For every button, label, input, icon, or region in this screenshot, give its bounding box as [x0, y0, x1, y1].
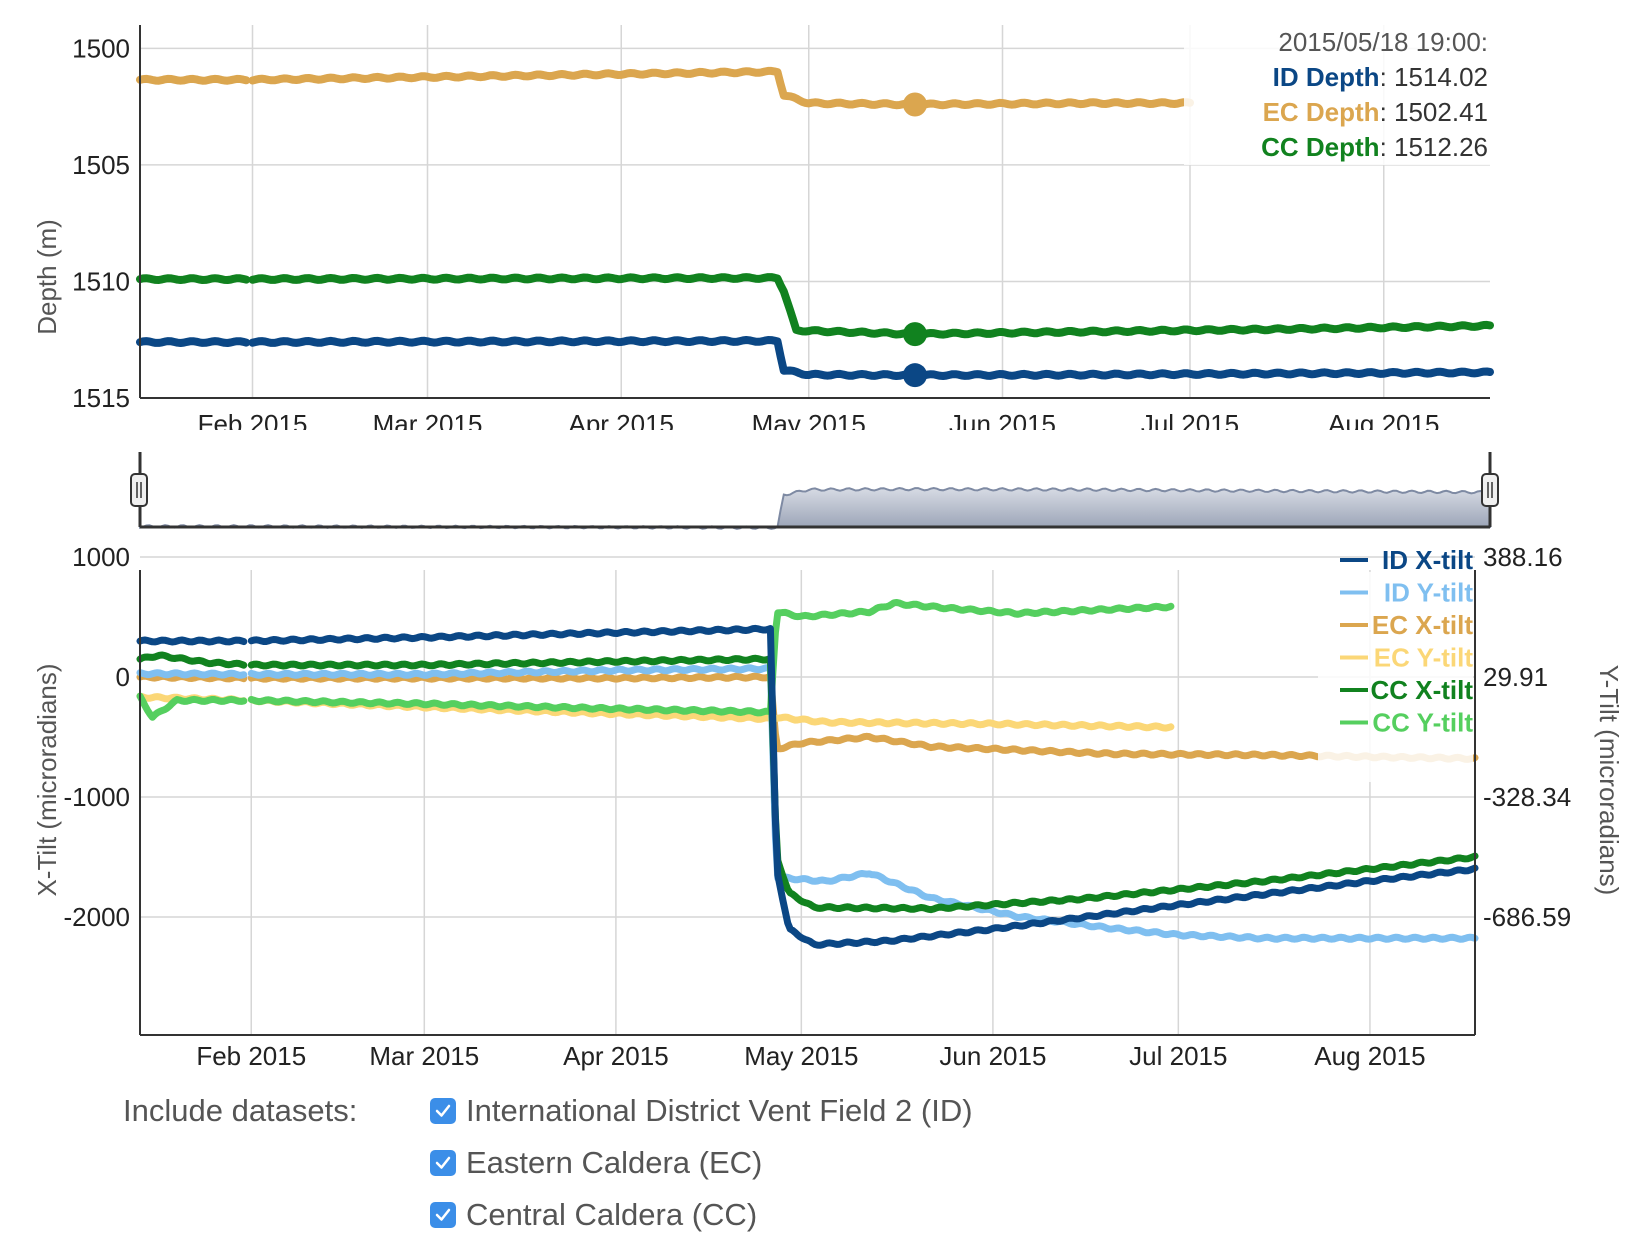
depth-x-tick-label: Aug 2015	[1328, 409, 1439, 430]
tilt-x-tick-label: Aug 2015	[1314, 1041, 1425, 1071]
dataset-option-id[interactable]: International District Vent Field 2 (ID)	[430, 1093, 973, 1129]
tilt-x-tick-label: Jul 2015	[1129, 1041, 1227, 1071]
depth-x-tick-label: Apr 2015	[568, 409, 674, 430]
dataset-label-id: International District Vent Field 2 (ID)	[466, 1093, 973, 1128]
depth-x-tick-label: Jul 2015	[1141, 409, 1239, 430]
depth-x-tick-label: May 2015	[752, 409, 866, 430]
tilt-x-tick-label: Apr 2015	[563, 1041, 669, 1071]
tilt-series-cc-x-tilt	[136, 651, 1479, 914]
legend-label: CC X-tilt	[1370, 675, 1473, 705]
depth-series-cc-depth	[136, 273, 1494, 339]
tilt-left-tick-label: 1000	[72, 542, 130, 572]
tilt-chart[interactable]: 1000 0 -1000 -2000 388.16 29.91 -328.34 -686.5…	[0, 540, 1638, 1085]
tooltip-date: 2015/05/18 19:00:	[1278, 27, 1488, 57]
tooltip-cc-value: : 1512.26	[1380, 132, 1488, 162]
tilt-left-axis-title: X-Tilt (microradians)	[32, 663, 62, 896]
depth-y-tick-label: 1505	[72, 150, 130, 180]
legend-label: ID Y-tilt	[1384, 578, 1473, 608]
tilt-x-tick-label: Mar 2015	[369, 1041, 479, 1071]
navigator-left-handle[interactable]	[130, 473, 148, 507]
tilt-right-axis-title: Y-Tilt (microradians)	[1594, 665, 1624, 896]
tilt-right-tick-label: -686.59	[1483, 902, 1571, 932]
dataset-option-ec[interactable]: Eastern Caldera (EC)	[430, 1145, 762, 1181]
legend-label: ID X-tilt	[1382, 545, 1473, 575]
dataset-label-cc: Central Caldera (CC)	[466, 1197, 758, 1232]
tooltip-ec-row: EC Depth: 1502.41	[1263, 97, 1488, 127]
tilt-series-id-y-tilt	[136, 664, 1479, 943]
tilt-left-tick-label: -2000	[64, 902, 131, 932]
depth-y-tick-label: 1500	[72, 33, 130, 63]
hover-marker-ec	[903, 92, 927, 117]
depth-x-tick-label: Feb 2015	[198, 409, 308, 430]
legend-label: EC X-tilt	[1372, 610, 1473, 640]
depth-series-id-depth	[136, 336, 1494, 380]
dataset-label-ec: Eastern Caldera (EC)	[466, 1145, 763, 1180]
tilt-right-tick-label: 388.16	[1483, 542, 1563, 572]
checkbox-ec[interactable]	[430, 1150, 456, 1176]
tilt-x-tick-label: Feb 2015	[196, 1041, 306, 1071]
tooltip-ec-value: : 1502.41	[1380, 97, 1488, 127]
tooltip-id-name: ID Depth	[1273, 62, 1380, 92]
tilt-series-cc-y-tilt	[136, 599, 1175, 721]
tooltip-ec-name: EC Depth	[1263, 97, 1380, 127]
tooltip-id-value: : 1514.02	[1380, 62, 1488, 92]
legend-label: CC Y-tilt	[1372, 708, 1473, 738]
tilt-series-ec-x-tilt	[136, 672, 1479, 763]
navigator-area	[139, 486, 1491, 530]
navigator-right-handle[interactable]	[1481, 473, 1499, 507]
legend-item-ec-x-tilt[interactable]: EC X-tilt	[1340, 610, 1473, 640]
legend-item-cc-y-tilt[interactable]: CC Y-tilt	[1340, 708, 1473, 738]
depth-x-tick-label: Mar 2015	[373, 409, 483, 430]
dataset-option-cc[interactable]: Central Caldera (CC)	[430, 1197, 757, 1233]
tilt-right-tick-label: -328.34	[1483, 782, 1571, 812]
datasets-title: Include datasets:	[123, 1093, 358, 1128]
checkmark-icon	[435, 1156, 451, 1169]
legend-label: EC Y-tilt	[1374, 643, 1474, 673]
tilt-right-tick-label: 29.91	[1483, 662, 1548, 692]
tooltip-id-row: ID Depth: 1514.02	[1273, 62, 1488, 92]
dataset-selector: Include datasets: International District…	[0, 1085, 1638, 1250]
tooltip-cc-name: CC Depth	[1261, 132, 1379, 162]
legend-item-id-y-tilt[interactable]: ID Y-tilt	[1340, 578, 1473, 608]
tilt-left-tick-label: 0	[116, 662, 130, 692]
legend-item-id-x-tilt[interactable]: ID X-tilt	[1340, 545, 1473, 575]
tilt-series-id-x-tilt	[136, 624, 1479, 949]
checkmark-icon	[435, 1208, 451, 1221]
legend-item-cc-x-tilt[interactable]: CC X-tilt	[1340, 675, 1473, 705]
tilt-left-tick-label: -1000	[64, 782, 131, 812]
checkbox-id[interactable]	[430, 1098, 456, 1124]
depth-x-tick-label: Jun 2015	[949, 409, 1056, 430]
tilt-x-tick-label: May 2015	[744, 1041, 858, 1071]
tooltip-cc-row: CC Depth: 1512.26	[1261, 132, 1488, 162]
hover-marker-cc	[903, 322, 927, 347]
legend-item-ec-y-tilt[interactable]: EC Y-tilt	[1340, 643, 1473, 673]
checkmark-icon	[435, 1104, 451, 1117]
hover-marker-id	[903, 363, 927, 388]
depth-y-tick-label: 1510	[72, 266, 130, 296]
depth-tooltip: 2015/05/18 19:00: ID Depth: 1514.02 EC D…	[1184, 25, 1490, 165]
depth-chart[interactable]: 1500 1505 1510 1515 Feb 2015 Mar 2015 Apr 201…	[0, 0, 1638, 430]
depth-series-ec-depth	[136, 66, 1194, 110]
depth-y-tick-label: 1515	[72, 383, 130, 413]
checkbox-cc[interactable]	[430, 1202, 456, 1228]
depth-y-axis-title: Depth (m)	[32, 219, 62, 335]
tilt-x-tick-label: Jun 2015	[939, 1041, 1046, 1071]
navigator[interactable]	[0, 442, 1638, 532]
